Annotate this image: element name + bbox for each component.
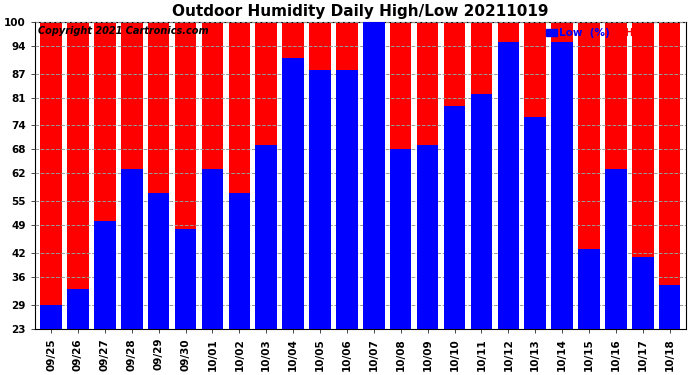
Bar [363,22,384,375]
Bar [632,22,653,375]
Bar [578,249,600,375]
Title: Outdoor Humidity Daily High/Low 20211019: Outdoor Humidity Daily High/Low 20211019 [172,4,549,19]
Bar [417,22,438,375]
Legend: Low  (%), High  (%): Low (%), High (%) [545,27,680,39]
Bar [175,229,197,375]
Bar [471,93,492,375]
Bar [659,22,680,375]
Bar [444,22,465,375]
Bar [605,170,627,375]
Bar [148,193,170,375]
Bar [201,22,224,375]
Bar [659,285,680,375]
Bar [40,22,62,375]
Bar [309,22,331,375]
Bar [632,257,653,375]
Bar [94,22,116,375]
Bar [471,22,492,375]
Bar [148,22,170,375]
Bar [336,22,357,375]
Bar [255,22,277,375]
Bar [444,105,465,375]
Bar [390,149,411,375]
Bar [201,170,224,375]
Bar [228,193,250,375]
Bar [524,117,546,375]
Bar [282,22,304,375]
Bar [67,22,89,375]
Bar [390,22,411,375]
Bar [121,22,143,375]
Text: Copyright 2021 Cartronics.com: Copyright 2021 Cartronics.com [38,26,209,36]
Bar [497,42,519,375]
Bar [605,22,627,375]
Bar [94,221,116,375]
Bar [551,42,573,375]
Bar [417,146,438,375]
Bar [255,146,277,375]
Bar [228,22,250,375]
Bar [40,305,62,375]
Bar [282,58,304,375]
Bar [578,22,600,375]
Bar [336,70,357,375]
Bar [497,22,519,375]
Bar [551,22,573,375]
Bar [175,22,197,375]
Bar [524,22,546,375]
Bar [363,22,384,375]
Bar [121,170,143,375]
Bar [309,70,331,375]
Bar [67,289,89,375]
